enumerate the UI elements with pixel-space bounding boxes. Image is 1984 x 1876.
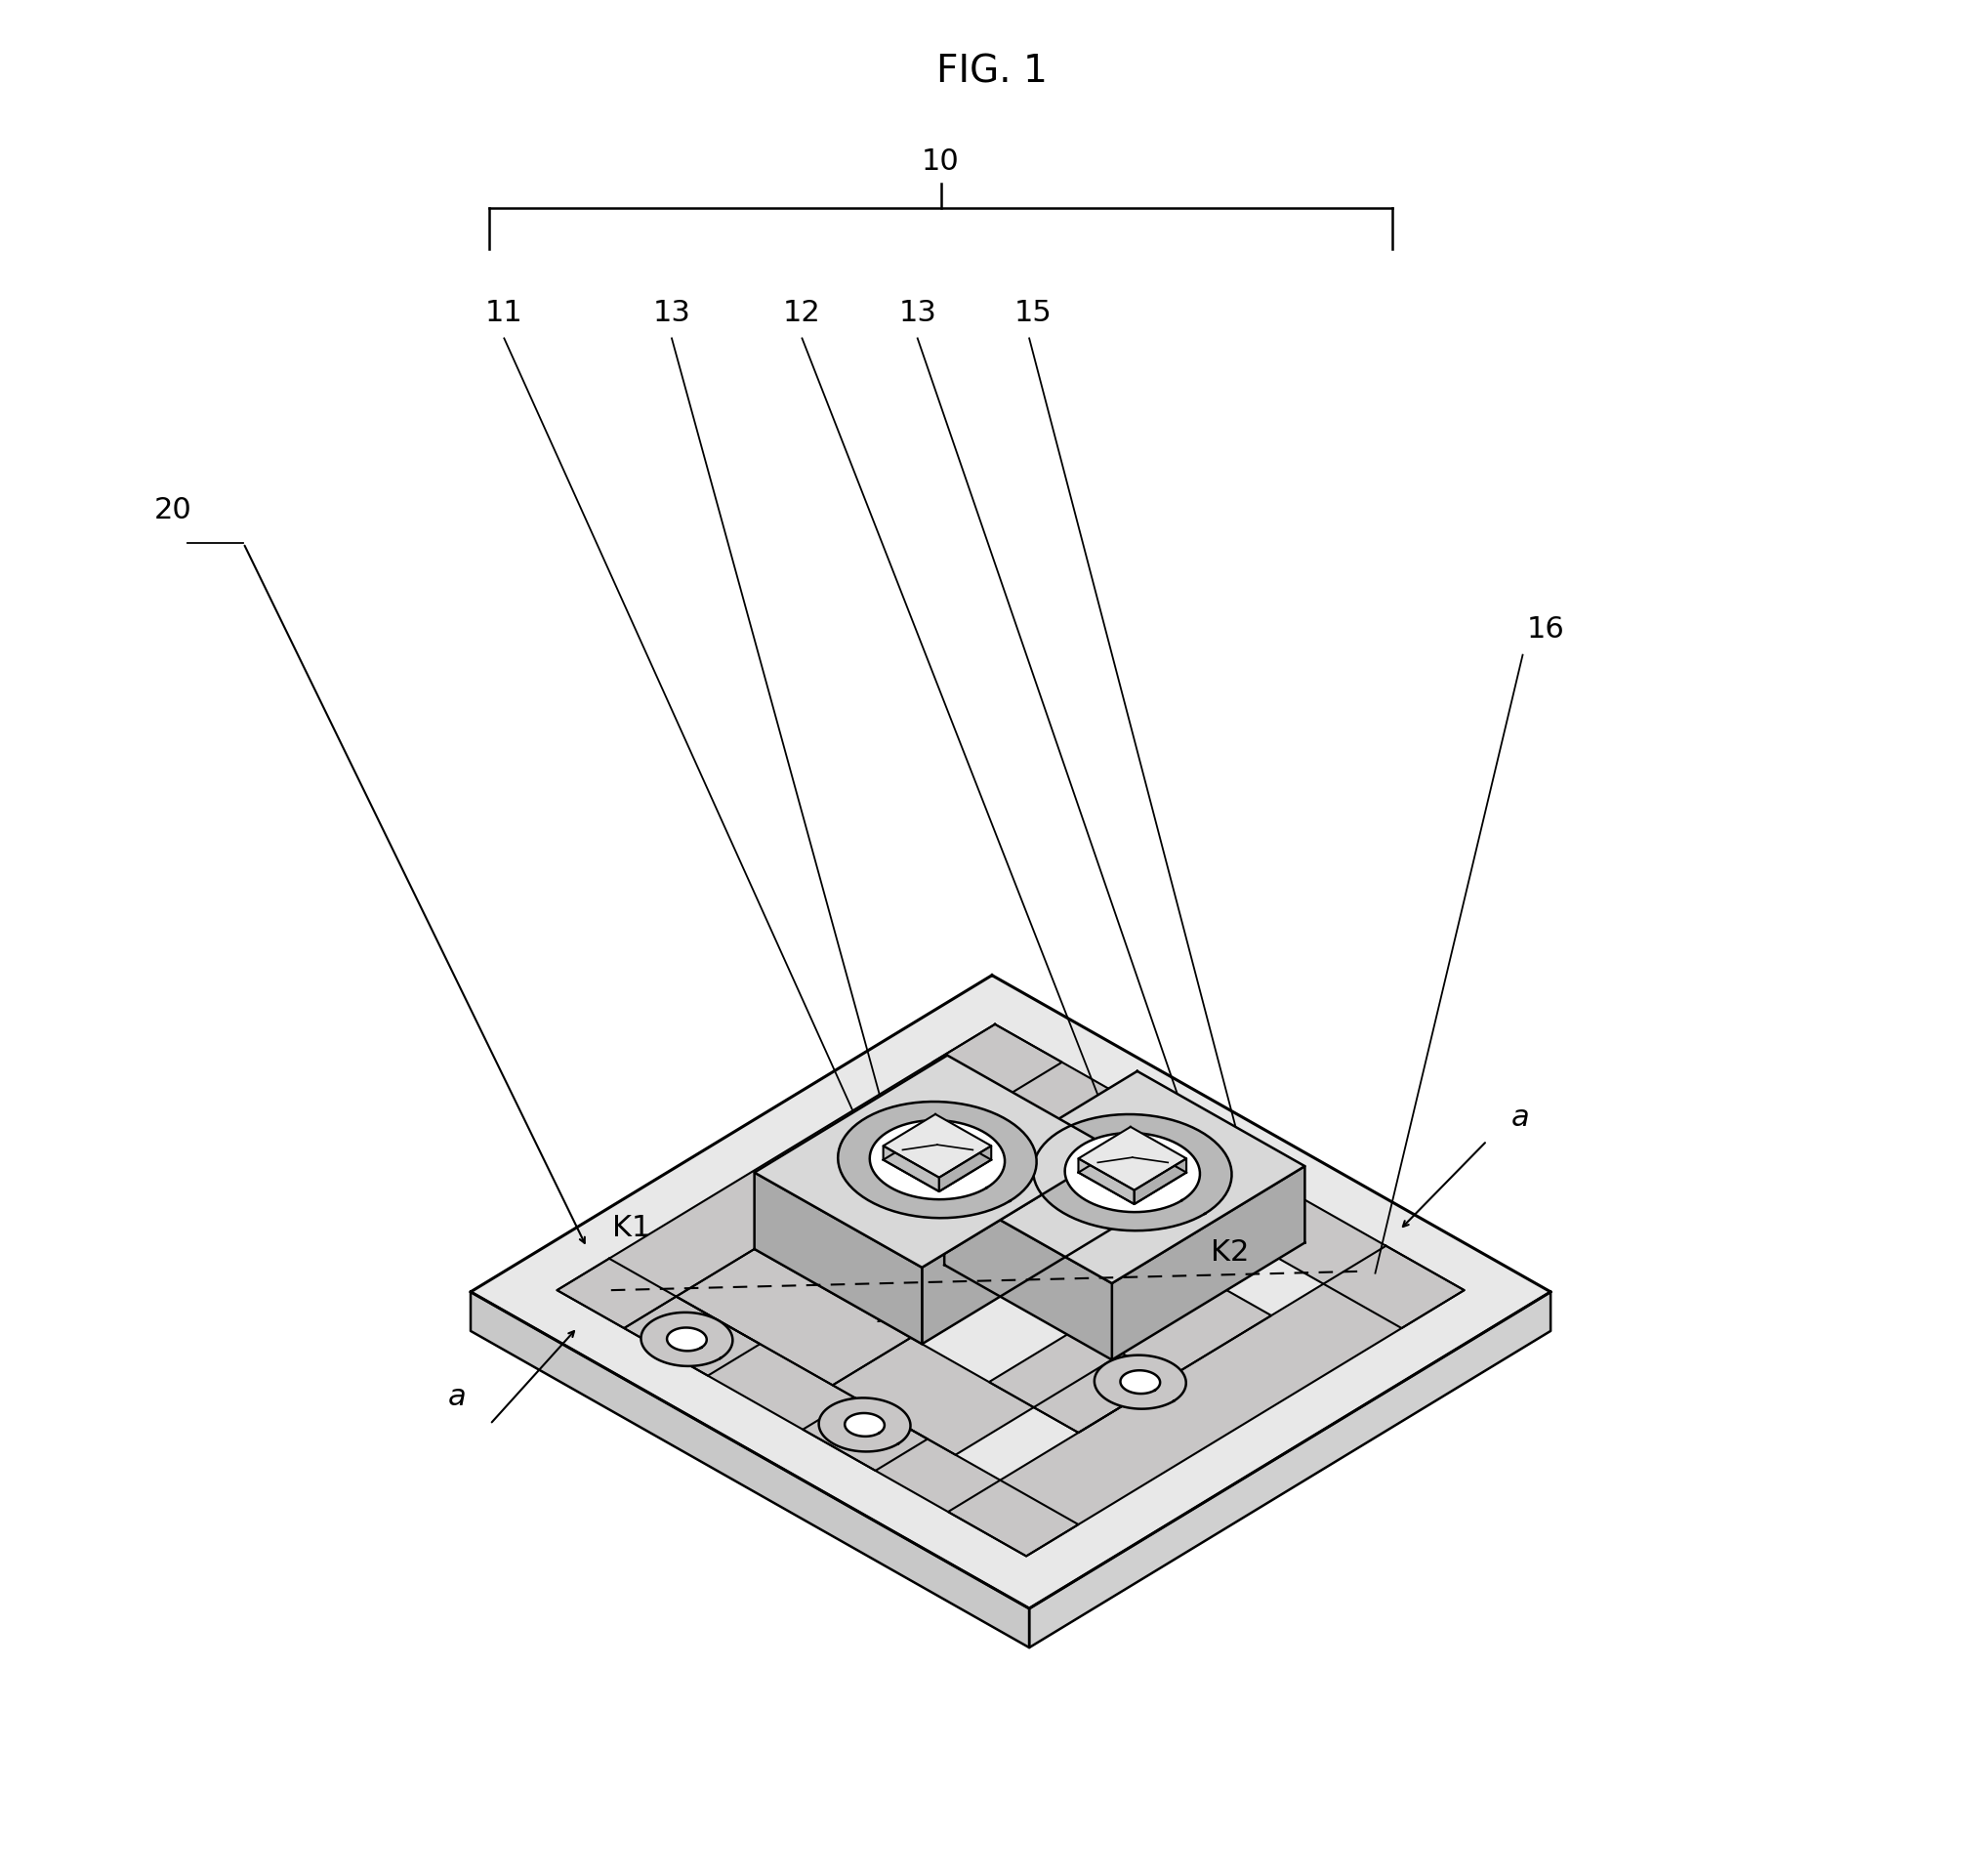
Polygon shape bbox=[932, 1024, 1464, 1328]
Polygon shape bbox=[869, 1120, 1004, 1199]
Text: 13: 13 bbox=[899, 298, 936, 326]
Polygon shape bbox=[1034, 1114, 1232, 1231]
Polygon shape bbox=[754, 1056, 1115, 1268]
Text: 12: 12 bbox=[784, 298, 821, 326]
Polygon shape bbox=[944, 1188, 1111, 1360]
Polygon shape bbox=[837, 1101, 1036, 1218]
Polygon shape bbox=[988, 1264, 1272, 1433]
Text: K1: K1 bbox=[611, 1214, 651, 1242]
Polygon shape bbox=[883, 1146, 938, 1191]
Polygon shape bbox=[845, 1413, 885, 1437]
Polygon shape bbox=[1135, 1159, 1186, 1204]
Polygon shape bbox=[677, 1249, 911, 1384]
Polygon shape bbox=[1034, 1353, 1167, 1433]
Polygon shape bbox=[819, 1398, 911, 1452]
Text: 20: 20 bbox=[155, 497, 192, 525]
Text: a: a bbox=[1512, 1103, 1530, 1131]
Polygon shape bbox=[625, 1296, 760, 1375]
Polygon shape bbox=[883, 1127, 992, 1191]
Polygon shape bbox=[948, 1246, 1464, 1557]
Polygon shape bbox=[883, 1114, 992, 1178]
Polygon shape bbox=[923, 1150, 1115, 1343]
Text: 15: 15 bbox=[1014, 298, 1052, 326]
Polygon shape bbox=[667, 1328, 706, 1351]
Polygon shape bbox=[1079, 1127, 1186, 1189]
Polygon shape bbox=[1121, 1369, 1161, 1394]
Text: a: a bbox=[448, 1383, 466, 1411]
Polygon shape bbox=[1030, 1293, 1551, 1647]
Polygon shape bbox=[1079, 1159, 1135, 1204]
Polygon shape bbox=[558, 1259, 1079, 1557]
Text: FIG. 1: FIG. 1 bbox=[936, 53, 1048, 90]
Polygon shape bbox=[1095, 1354, 1186, 1409]
Polygon shape bbox=[833, 1338, 1034, 1454]
Polygon shape bbox=[470, 1293, 1030, 1647]
Polygon shape bbox=[754, 1172, 923, 1343]
Polygon shape bbox=[1079, 1141, 1186, 1204]
Polygon shape bbox=[641, 1313, 732, 1366]
Text: 10: 10 bbox=[923, 148, 960, 176]
Text: K2: K2 bbox=[1210, 1238, 1248, 1266]
Polygon shape bbox=[944, 1071, 1305, 1283]
Polygon shape bbox=[804, 1398, 929, 1471]
Text: A: A bbox=[877, 1300, 897, 1328]
Polygon shape bbox=[558, 1024, 1061, 1328]
Polygon shape bbox=[470, 976, 1551, 1608]
Polygon shape bbox=[1065, 1133, 1200, 1212]
Polygon shape bbox=[938, 1146, 992, 1191]
Text: 11: 11 bbox=[486, 298, 524, 326]
Text: 16: 16 bbox=[1526, 615, 1563, 643]
Polygon shape bbox=[1111, 1167, 1305, 1360]
Text: 13: 13 bbox=[653, 298, 690, 326]
